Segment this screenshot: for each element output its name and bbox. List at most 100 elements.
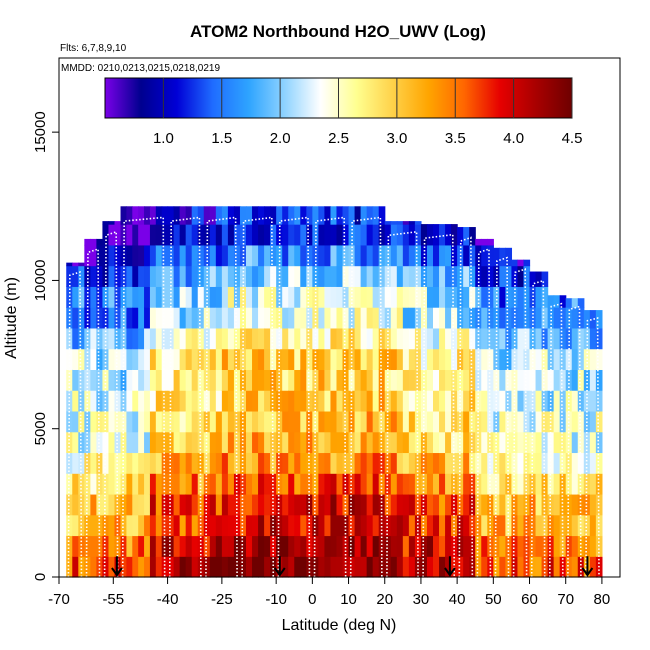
heatmap-cell	[114, 493, 122, 516]
heatmap-cell	[414, 307, 422, 329]
heatmap-cell	[559, 452, 567, 474]
heatmap-cell	[547, 493, 555, 516]
heatmap-cell	[589, 348, 597, 370]
heatmap-cell	[155, 265, 163, 287]
heatmap-cell	[499, 307, 506, 329]
heatmap-cell	[161, 307, 169, 329]
heatmap-cell	[90, 238, 97, 246]
heatmap-cell	[324, 224, 332, 246]
heatmap-cell	[185, 369, 193, 391]
heatmap-cell	[511, 452, 519, 474]
heatmap-cell	[258, 224, 265, 246]
heatmap-cell	[577, 307, 585, 329]
heatmap-cell	[72, 286, 79, 308]
heatmap-cell	[402, 431, 410, 454]
colorbar-tick-label: 2.0	[270, 130, 291, 147]
heatmap-cell	[553, 307, 561, 329]
heatmap-cell	[408, 244, 416, 267]
heatmap-cell	[282, 556, 289, 578]
heatmap-cell	[330, 431, 338, 454]
heatmap-cell	[108, 535, 116, 557]
heatmap-cell	[155, 244, 163, 267]
heatmap-cell	[149, 493, 157, 516]
heatmap-cell	[90, 514, 97, 537]
heatmap-cell	[197, 244, 205, 267]
heatmap-cell	[354, 514, 362, 537]
heatmap-cell	[571, 410, 579, 433]
heatmap-cell	[589, 310, 597, 329]
heatmap-cell	[348, 535, 356, 557]
colorbar-ticks: 1.0 1.5 2.0 2.5 3.0 3.5 4.0 4.5	[153, 78, 582, 147]
heatmap-cell	[336, 265, 344, 287]
heatmap-cell	[565, 535, 573, 557]
heatmap-cell	[420, 286, 428, 308]
heatmap-cell	[161, 410, 169, 433]
heatmap-cell	[221, 307, 229, 329]
heatmap-cell	[227, 390, 235, 412]
heatmap-cell	[577, 535, 585, 557]
heatmap-cell	[149, 224, 157, 246]
heatmap-cell	[571, 369, 579, 391]
heatmap-cell	[144, 244, 151, 267]
heatmap-cell	[288, 244, 295, 267]
heatmap-cell	[132, 286, 139, 308]
heatmap-cell	[378, 206, 386, 225]
heatmap-cell	[138, 244, 145, 267]
heatmap-cell	[282, 390, 289, 412]
heatmap-cell	[264, 514, 271, 537]
heatmap-cell	[577, 390, 585, 412]
heatmap-cell	[246, 327, 253, 350]
heatmap-cell	[451, 348, 458, 370]
heatmap-cell	[481, 369, 488, 391]
heatmap-cell	[589, 514, 597, 537]
heatmap-cell	[84, 238, 91, 246]
heatmap-cell	[209, 224, 217, 246]
heatmap-cell	[439, 244, 446, 267]
heatmap-cell	[378, 493, 386, 516]
heatmap-cell	[445, 286, 452, 308]
heatmap-cell	[372, 206, 380, 225]
heatmap-cell	[414, 348, 422, 370]
heatmap-cell	[487, 390, 494, 412]
heatmap-cell	[258, 431, 265, 454]
heatmap-cell	[469, 286, 476, 308]
heatmap-cell	[209, 244, 217, 267]
heatmap-cell	[553, 452, 561, 474]
heatmap-cell	[493, 493, 500, 516]
heatmap-cell	[209, 452, 217, 474]
heatmap-cell	[396, 286, 404, 308]
heatmap-cell	[132, 514, 139, 537]
heatmap-cell	[233, 348, 241, 370]
heatmap-cell	[469, 227, 476, 246]
heatmap-cell	[185, 473, 193, 495]
heatmap-cell	[288, 327, 295, 350]
heatmap-cell	[595, 390, 603, 412]
heatmap-cell	[120, 265, 128, 287]
heatmap-cell	[463, 307, 470, 329]
heatmap-cell	[203, 535, 211, 557]
heatmap-cell	[264, 265, 271, 287]
heatmap-cell	[318, 369, 326, 391]
heatmap-cell	[197, 265, 205, 287]
heatmap-cell	[78, 473, 85, 495]
heatmap-cell	[300, 369, 307, 391]
heatmap-cell	[366, 327, 374, 350]
heatmap-cell	[402, 390, 410, 412]
heatmap-cell	[221, 493, 229, 516]
heatmap-cell	[390, 348, 398, 370]
heatmap-cell	[197, 348, 205, 370]
heatmap-cell	[433, 327, 440, 350]
heatmap-cell	[114, 286, 122, 308]
heatmap-cell	[318, 244, 326, 267]
heatmap-cell	[523, 452, 531, 474]
heatmap-cell	[390, 390, 398, 412]
heatmap-cell	[185, 327, 193, 350]
heatmap-cell	[300, 348, 307, 370]
heatmap-cell	[227, 327, 235, 350]
heatmap-cell	[378, 307, 386, 329]
heatmap-cell	[96, 410, 104, 433]
heatmap-cell	[475, 452, 482, 474]
heatmap-cell	[499, 369, 506, 391]
heatmap-cell	[149, 514, 157, 537]
heatmap-cell	[517, 431, 525, 454]
